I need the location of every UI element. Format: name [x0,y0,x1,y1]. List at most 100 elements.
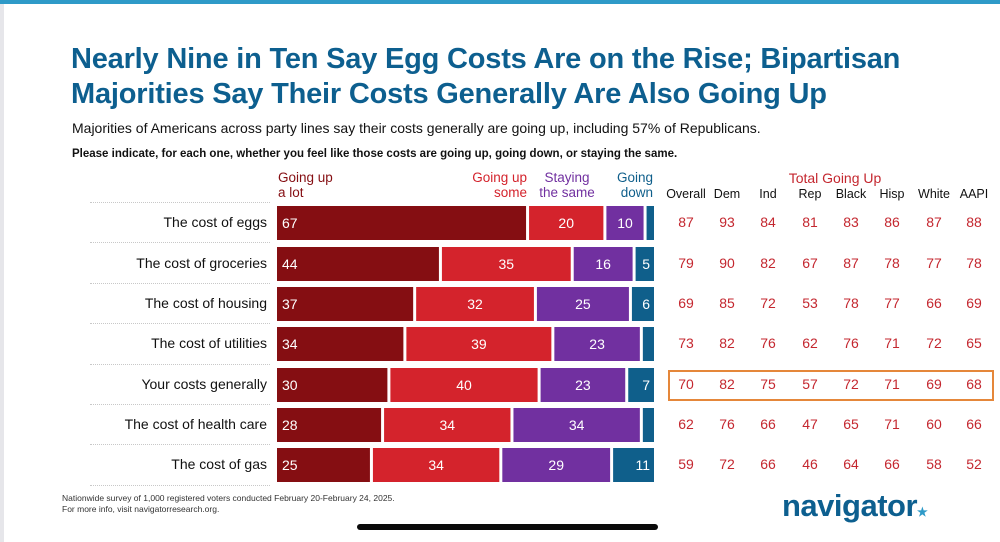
table-cell-white: 69 [926,376,942,392]
table-cell-aapi: 66 [966,416,982,432]
bar-value-label: 16 [595,256,611,272]
bar-value-label: 34 [569,417,585,433]
column-header-hisp: Hisp [879,187,905,201]
footnote: Nationwide survey of 1,000 registered vo… [62,493,395,515]
bar-staying-the-same [554,327,640,361]
table-cell-rep: 81 [802,214,818,230]
table-cell-black: 72 [843,376,859,392]
row-divider [90,282,270,284]
bar-value-label: 6 [642,296,650,312]
bar-value-label: 35 [499,256,515,272]
bar-going-down [646,206,654,240]
row-label: The cost of utilities [151,335,267,351]
bar-value-label: 67 [282,215,298,231]
bar-going-down [613,448,654,482]
table-cell-hisp: 66 [884,456,900,472]
table-cell-white: 66 [926,295,942,311]
legend-line: Staying [544,170,590,185]
row-label: Your costs generally [141,376,267,392]
table-cell-rep: 46 [802,456,818,472]
bar-value-label: 40 [456,377,472,393]
table-cell-dem: 90 [719,255,735,271]
bar-going-up-a-lot [277,448,370,482]
bar-staying-the-same [573,247,633,281]
legend-line: some [493,185,527,200]
table-cell-ind: 82 [760,255,776,271]
table-cell-dem: 72 [719,456,735,472]
bar-value-label: 44 [282,256,298,272]
footnote-survey: Nationwide survey of 1,000 registered vo… [62,493,395,503]
bar-going-down [631,287,654,321]
bar-going-down [642,327,654,361]
table-cell-ind: 66 [760,416,776,432]
table-cell-overall: 79 [678,255,694,271]
table-cell-black: 83 [843,214,859,230]
survey-question: Please indicate, for each one, whether y… [72,148,678,160]
bar-going-down [628,368,654,402]
table-cell-dem: 85 [719,295,735,311]
column-header-dem: Dem [713,187,741,201]
left-edge-strip [0,4,4,542]
bar-value-label: 39 [471,336,487,352]
bar-going-up-a-lot [277,247,439,281]
table-cell-aapi: 69 [966,295,982,311]
table-cell-dem: 76 [719,416,735,432]
bar-going-up-a-lot [277,327,404,361]
column-header-aapi: AAPI [959,187,989,201]
bar-staying-the-same [540,368,626,402]
bar-going-up-a-lot [277,206,527,240]
bar-value-label: 29 [548,457,564,473]
row-divider [90,202,270,203]
table-cell-rep: 53 [802,295,818,311]
bar-going-up-some [406,327,552,361]
row-divider [90,484,270,486]
row-divider [90,323,270,325]
table-cell-ind: 66 [760,456,776,472]
table-cell-black: 76 [843,335,859,351]
bar-value-label: 7 [642,377,650,393]
subtitle: Majorities of Americans across party lin… [72,120,761,136]
table-cell-hisp: 78 [884,255,900,271]
legend-going-down: Going down [606,170,653,200]
row-divider [90,404,270,405]
bar-value-label: 34 [439,417,455,433]
column-header-ind: Ind [759,187,777,201]
total-going-up-header: Total Going Up [788,170,882,186]
bar-value-label: 28 [282,417,298,433]
bar-value-label: 11 [635,457,650,473]
table-cell-dem: 82 [719,376,735,392]
table-cell-black: 65 [843,416,859,432]
bar-value-label: 34 [282,336,298,352]
bar-value-label: 20 [558,215,574,231]
row-label: The cost of gas [171,456,267,472]
legend-line: Going up [472,170,527,185]
table-cell-white: 72 [926,335,942,351]
table-cell-aapi: 88 [966,214,982,230]
column-header-white: White [918,187,950,201]
table-cell-ind: 84 [760,214,776,230]
navigator-logo: navigator★ [782,488,928,524]
table-cell-overall: 87 [678,214,694,230]
star-icon: ★ [917,505,928,519]
column-header-black: Black [835,187,867,201]
table-cell-rep: 57 [802,376,818,392]
table-cell-rep: 67 [802,255,818,271]
row-label: The cost of groceries [136,255,267,271]
bar-value-label: 37 [282,296,298,312]
title-line-2: Majorities Say Their Costs Generally Are… [71,78,827,110]
page-title: Nearly Nine in Ten Say Egg Costs Are on … [71,42,971,112]
legend-line: Going up [278,170,333,185]
table-cell-overall: 62 [678,416,694,432]
bar-value-label: 30 [282,377,298,393]
table-cell-white: 87 [926,214,942,230]
row-divider [90,242,270,244]
bar-value-label: 34 [428,457,444,473]
table-cell-ind: 75 [760,376,776,392]
table-cell-aapi: 78 [966,255,982,271]
table-cell-hisp: 77 [884,295,900,311]
home-indicator-bar[interactable] [357,524,658,530]
legend-line: down [620,185,653,200]
title-line-1: Nearly Nine in Ten Say Egg Costs Are on … [71,43,901,75]
table-cell-hisp: 86 [884,214,900,230]
row-label: The cost of health care [124,416,267,432]
